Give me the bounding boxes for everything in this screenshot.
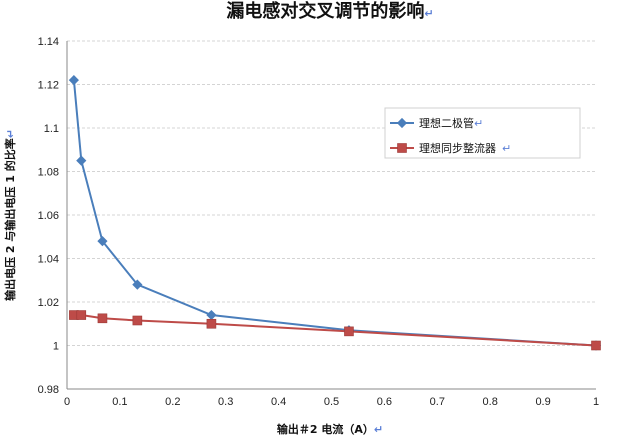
data-point-series-2 [76, 310, 87, 320]
x-axis-label: 输出＃2 电流（A）↵ [277, 422, 383, 436]
y-tick-label: 1.08 [38, 167, 59, 179]
legend-box [384, 107, 581, 159]
y-tick-label: 1.1 [44, 123, 59, 135]
data-point-series-2 [591, 340, 601, 351]
data-point-series-1 [206, 309, 217, 321]
x-tick-label: 0.9 [535, 396, 550, 408]
y-tick-label: 1.04 [38, 254, 59, 266]
legend-marker-series-2 [397, 143, 407, 153]
y-tick-label: 1.12 [38, 80, 59, 92]
y-tick-label: 1 [53, 341, 59, 353]
return-mark: ↵ [424, 7, 433, 20]
x-tick-label: 0.4 [271, 396, 286, 408]
data-point-series-2 [132, 315, 143, 326]
series-line-2 [73, 314, 597, 347]
return-mark: ↵ [502, 142, 511, 155]
legend: 理想二极管↵ 理想同步整流器 ↵ [384, 107, 581, 159]
x-tick-label: 0.8 [483, 396, 498, 408]
data-point-series-1 [97, 236, 108, 247]
data-point-series-2 [206, 318, 217, 329]
x-tick-label: 0.5 [324, 396, 339, 408]
return-mark: ↵ [474, 117, 483, 130]
x-tick-label: 0.7 [430, 396, 445, 408]
x-tick-labels: 0 0.1 0.2 0.3 0.4 0.5 0.6 0.7 0.8 0.9 1 [64, 396, 599, 408]
gridlines [67, 40, 596, 346]
data-point-series-1 [76, 155, 87, 166]
data-point-series-2 [97, 313, 108, 324]
y-tick-labels: 0.98 1 1.02 1.04 1.06 1.08 1.1 1.12 1.14 [38, 36, 59, 396]
x-tick-label: 0.2 [165, 396, 180, 408]
x-tick-label: 0 [64, 396, 70, 408]
y-tick-label: 0.98 [38, 384, 59, 396]
x-tick-label: 0.6 [377, 396, 392, 408]
legend-label-series-1: 理想二极管↵ [419, 116, 483, 130]
y-tick-label: 1.14 [38, 36, 59, 48]
y-tick-label: 1.06 [38, 210, 59, 222]
return-mark: ↵ [4, 129, 17, 138]
x-tick-label: 1 [593, 396, 599, 408]
y-tick-label: 1.02 [38, 297, 59, 309]
x-tick-label: 0.3 [218, 396, 233, 408]
y-axis-label: 输出电压 2 与输出电压 1 的比率↵ [3, 129, 17, 301]
x-tick-label: 0.1 [112, 396, 127, 408]
chart-title: 漏电感对交叉调节的影响↵ [226, 0, 433, 22]
data-point-series-2 [344, 326, 354, 337]
return-mark: ↵ [374, 423, 383, 436]
legend-label-series-2: 理想同步整流器 ↵ [419, 141, 511, 155]
data-point-series-1 [68, 75, 79, 86]
